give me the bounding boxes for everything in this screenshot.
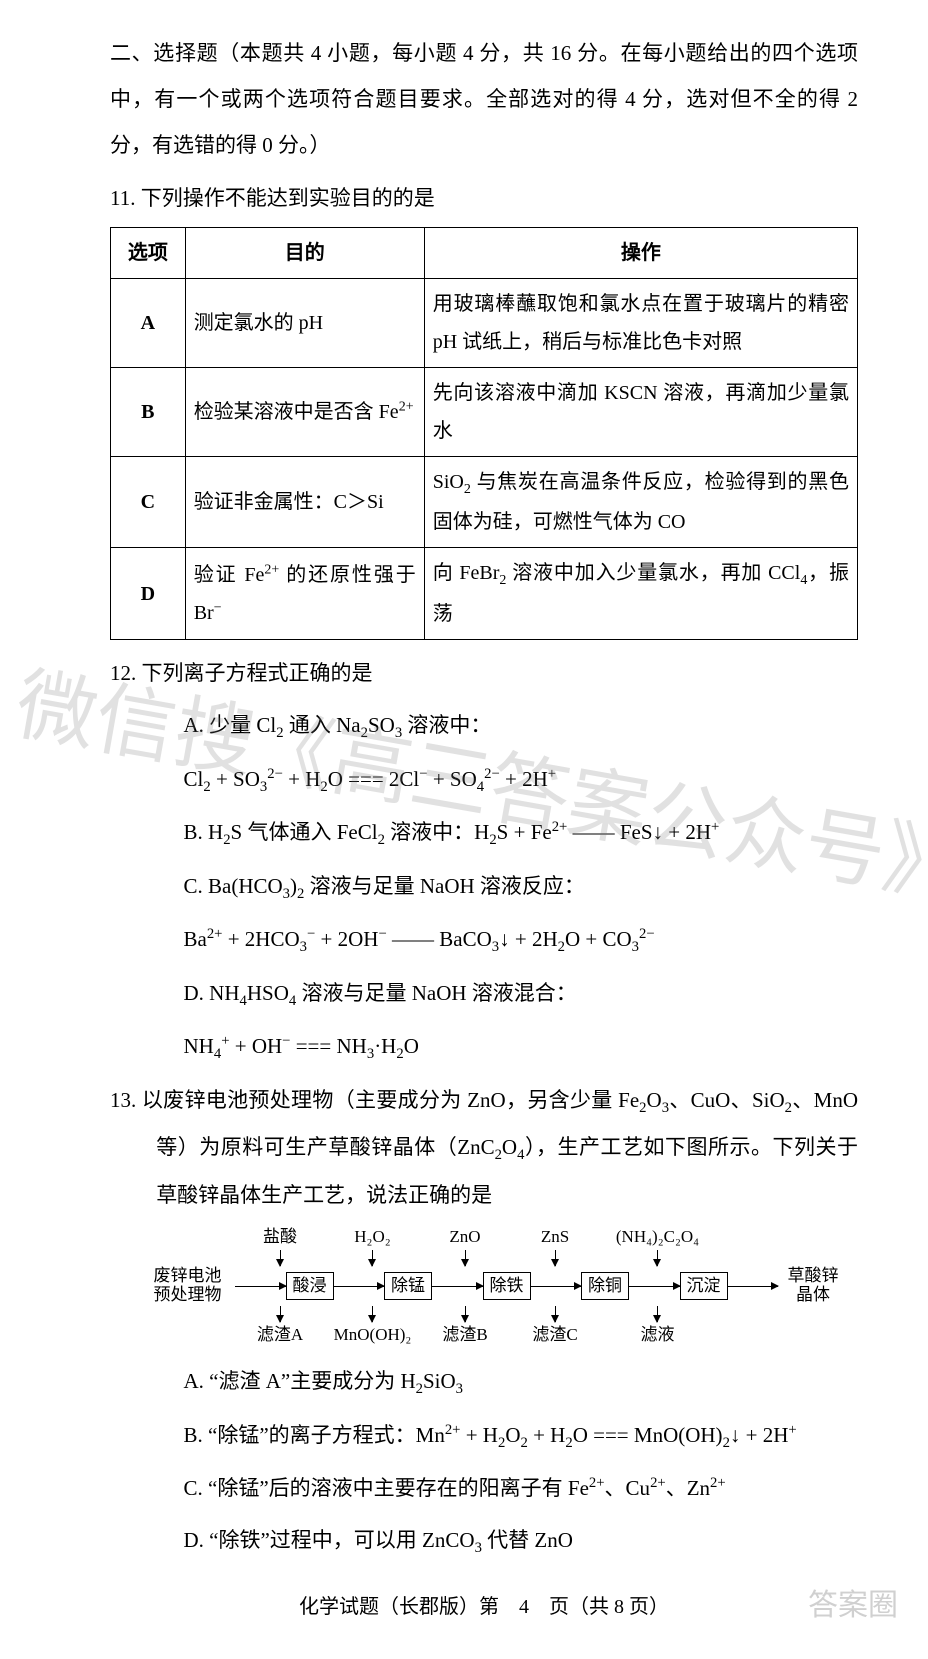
flow-box: 酸浸 [286,1272,334,1301]
arrow-right-icon [235,1286,286,1287]
watermark-corner: 答案圈 [808,1573,898,1639]
q11-table: 选项 目的 操作 A 测定氯水的 pH 用玻璃棒蘸取饱和氯水点在置于玻璃片的精密… [110,227,858,640]
flow-out-label: 滤渣C [510,1326,600,1345]
flow-out-label: 滤渣A [235,1326,325,1345]
cell-purpose: 检验某溶液中是否含 Fe2+ [185,367,424,456]
table-row: B 检验某溶液中是否含 Fe2+ 先向该溶液中滴加 KSCN 溶液，再滴加少量氯… [111,367,858,456]
q13-stem: 13. 以废锌电池预处理物（主要成分为 ZnO，另含少量 Fe2O3、CuO、S… [110,1077,858,1218]
q13-a: A. “滤渣 A”主要成分为 H2SiO3 [110,1358,858,1406]
cell-purpose: 验证非金属性：C＞Si [185,456,424,548]
th-purpose: 目的 [185,227,424,278]
flow-in-label: ZnS [510,1228,600,1247]
q13-b: B. “除锰”的离子方程式：Mn2+ + H2O2 + H2O === MnO(… [110,1412,858,1460]
cell-op: 向 FeBr2 溶液中加入少量氯水，再加 CCl4，振荡 [424,548,857,640]
page-footer: 化学试题（长郡版）第 4 页（共 8 页） [110,1585,858,1629]
arrow-down-icon [372,1306,373,1322]
cell-opt: B [111,367,186,456]
arrow-down-icon [465,1306,466,1322]
arrow-down-icon [657,1306,658,1322]
cell-op: 先向该溶液中滴加 KSCN 溶液，再滴加少量氯水 [424,367,857,456]
q12-c-line2: Ba2+ + 2HCO3− + 2OH− —— BaCO3↓ + 2H2O + … [110,916,858,964]
arrow-down-icon [555,1250,556,1266]
arrow-right-icon [728,1286,779,1287]
flow-lead-in: 废锌电池 预处理物 [140,1267,235,1304]
flow-in-label: ZnO [420,1228,510,1247]
flow-in-label: (NH₄)₂C₂O₄ [600,1228,715,1247]
q13-flowchart: 盐酸 H₂O₂ ZnO ZnS (NH₄)₂C₂O₄ 废锌电池 预处理物 酸浸 … [110,1224,858,1348]
q11-stem: 11. 下列操作不能达到实验目的的是 [110,175,858,221]
cell-opt: C [111,456,186,548]
th-operation: 操作 [424,227,857,278]
arrow-right-icon [629,1286,680,1287]
arrow-down-icon [280,1306,281,1322]
q12-a-line1: A. 少量 Cl2 通入 Na2SO3 溶液中： [110,702,858,750]
table-row: D 验证 Fe2+ 的还原性强于 Br− 向 FeBr2 溶液中加入少量氯水，再… [111,548,858,640]
table-row: C 验证非金属性：C＞Si SiO2 与焦炭在高温条件反应，检验得到的黑色固体为… [111,456,858,548]
cell-op: 用玻璃棒蘸取饱和氯水点在置于玻璃片的精密 pH 试纸上，稍后与标准比色卡对照 [424,278,857,367]
arrow-down-icon [465,1250,466,1266]
flow-in-label: H₂O₂ [325,1228,420,1247]
section-header: 二、选择题（本题共 4 小题，每小题 4 分，共 16 分。在每小题给出的四个选… [110,30,858,169]
arrow-down-icon [280,1250,281,1266]
table-header-row: 选项 目的 操作 [111,227,858,278]
flow-out-label: MnO(OH)₂ [325,1326,420,1345]
cell-op: SiO2 与焦炭在高温条件反应，检验得到的黑色固体为硅，可燃性气体为 CO [424,456,857,548]
cell-purpose: 验证 Fe2+ 的还原性强于 Br− [185,548,424,640]
flow-box: 沉淀 [680,1272,728,1301]
flow-out-label: 滤液 [600,1326,715,1345]
arrow-right-icon [531,1286,582,1287]
flow-in-label: 盐酸 [235,1228,325,1247]
q12-d-line1: D. NH4HSO4 溶液与足量 NaOH 溶液混合： [110,970,858,1018]
flow-box: 除铜 [581,1272,629,1301]
q12-c-line1: C. Ba(HCO3)2 溶液与足量 NaOH 溶液反应： [110,863,858,911]
q12-stem: 12. 下列离子方程式正确的是 [110,650,858,696]
q12-d-line2: NH4+ + OH− === NH3·H2O [110,1023,858,1071]
q12-b: B. H2S 气体通入 FeCl2 溶液中：H2S + Fe2+ —— FeS↓… [110,809,858,857]
arrow-down-icon [372,1250,373,1266]
arrow-right-icon [432,1286,483,1287]
q13-c: C. “除锰”后的溶液中主要存在的阳离子有 Fe2+、Cu2+、Zn2+ [110,1465,858,1511]
arrow-down-icon [657,1250,658,1266]
flow-box: 除铁 [483,1272,531,1301]
flow-lead-out: 草酸锌 晶体 [778,1267,848,1304]
th-option: 选项 [111,227,186,278]
arrow-down-icon [555,1306,556,1322]
q13-d: D. “除铁”过程中，可以用 ZnCO3 代替 ZnO [110,1517,858,1565]
cell-opt: D [111,548,186,640]
table-row: A 测定氯水的 pH 用玻璃棒蘸取饱和氯水点在置于玻璃片的精密 pH 试纸上，稍… [111,278,858,367]
cell-opt: A [111,278,186,367]
flow-out-label: 滤渣B [420,1326,510,1345]
flow-box: 除锰 [384,1272,432,1301]
cell-purpose: 测定氯水的 pH [185,278,424,367]
q12-a-line2: Cl2 + SO32− + H2O === 2Cl− + SO42− + 2H+ [110,756,858,804]
arrow-right-icon [334,1286,385,1287]
